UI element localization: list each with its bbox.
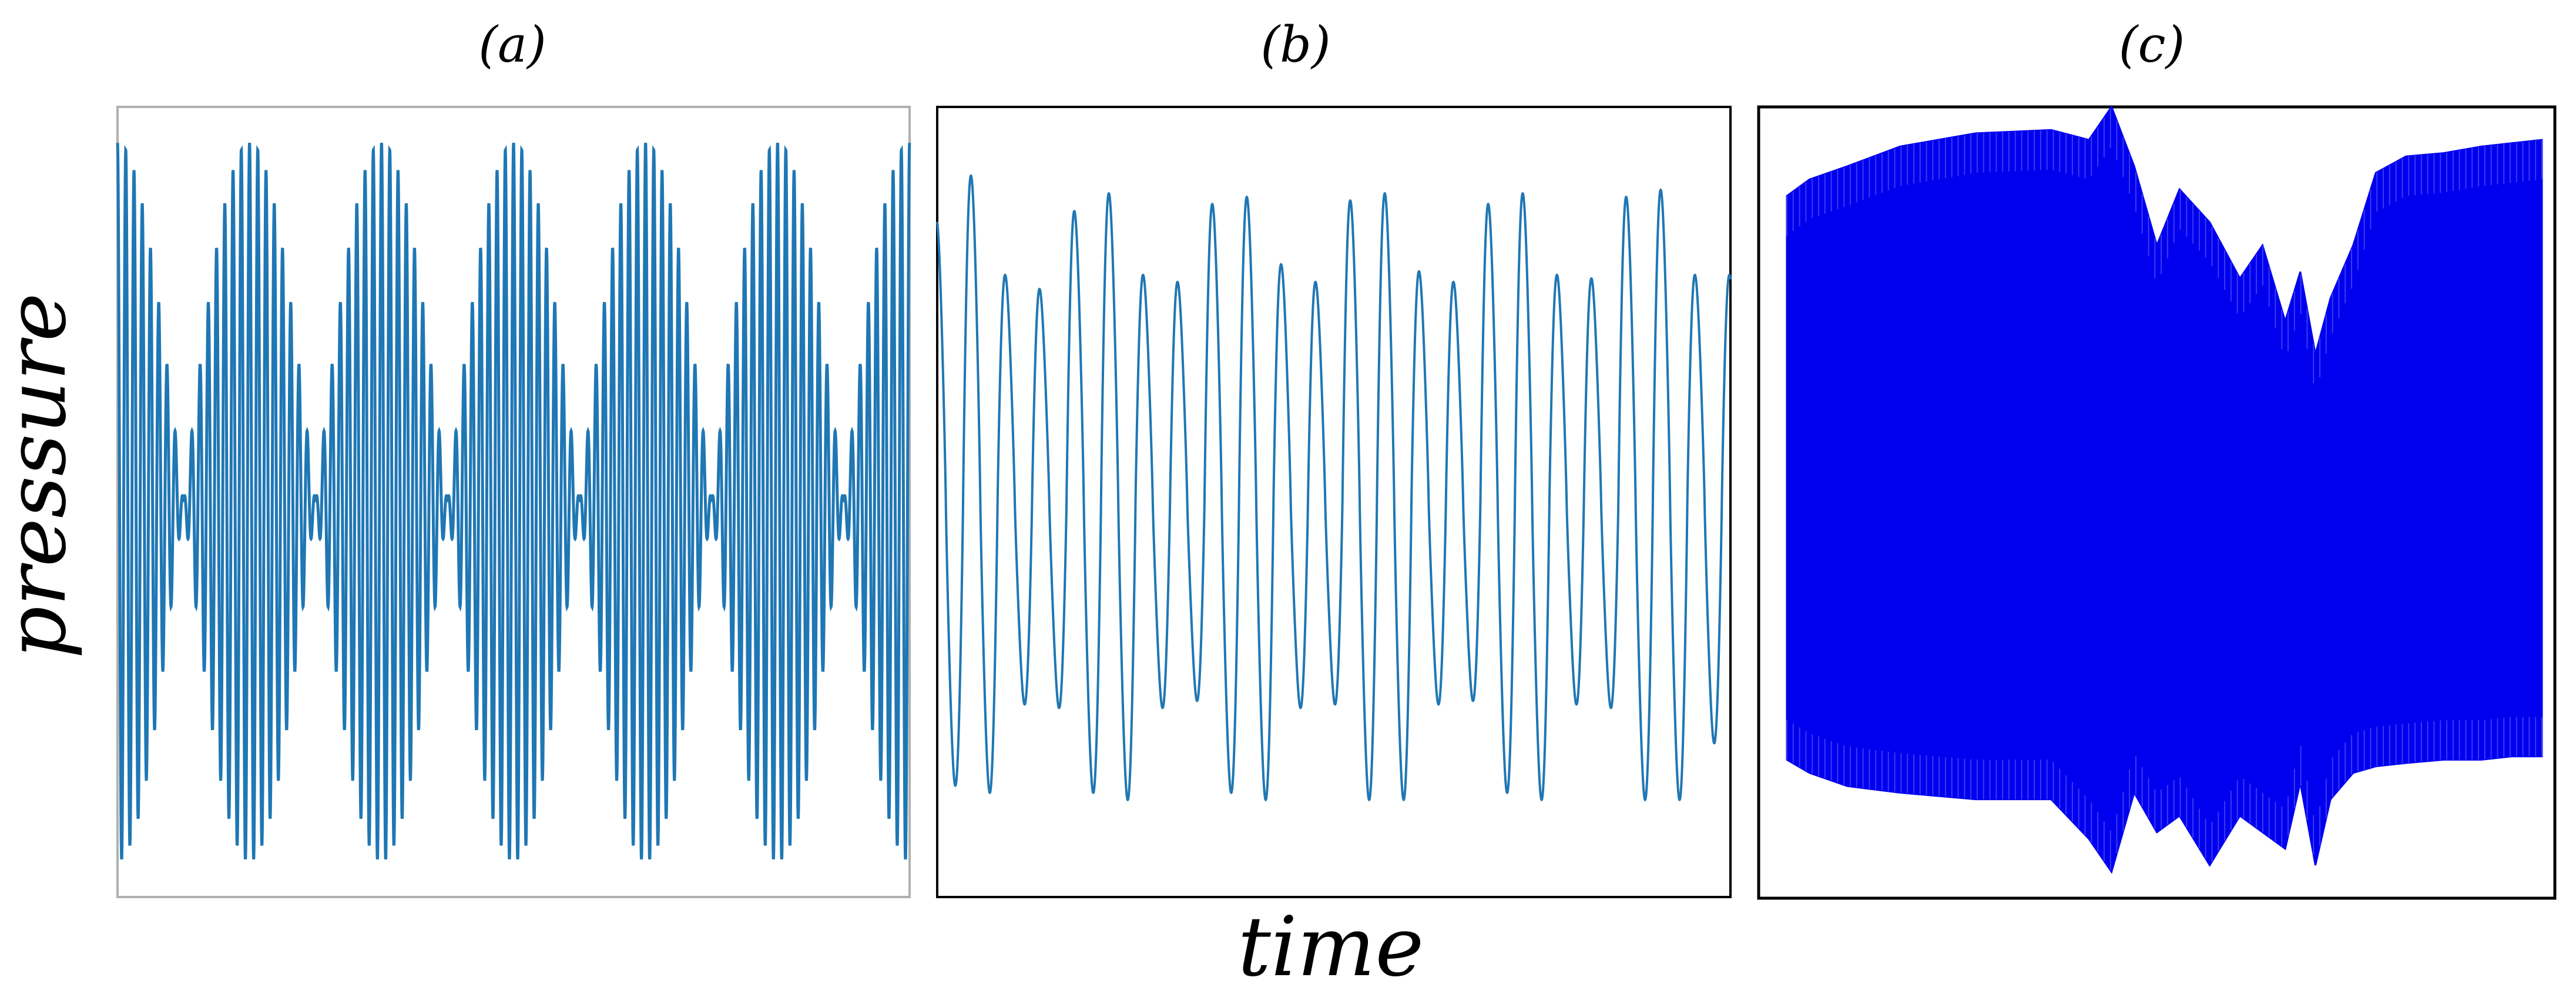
x-axis-label: time	[1238, 899, 1424, 995]
panel-b-frame	[936, 106, 1732, 898]
panel-c-plot-area	[1786, 105, 2543, 874]
panel-a-plot-area	[116, 142, 911, 860]
panel-b-label: (b)	[1260, 16, 1330, 73]
panel-b: (b)	[936, 16, 1732, 898]
series-fine-lines-c	[1786, 108, 2543, 871]
series-line-a	[116, 142, 911, 860]
panel-a: (a)	[116, 16, 911, 898]
panel-c-label: (c)	[2119, 16, 2185, 73]
y-axis-label: pressure	[0, 293, 85, 659]
panel-b-plot-area	[936, 174, 1732, 802]
panel-c: (c)	[1757, 16, 2557, 900]
series-line-b	[936, 174, 1732, 802]
panel-a-label: (a)	[478, 16, 546, 73]
